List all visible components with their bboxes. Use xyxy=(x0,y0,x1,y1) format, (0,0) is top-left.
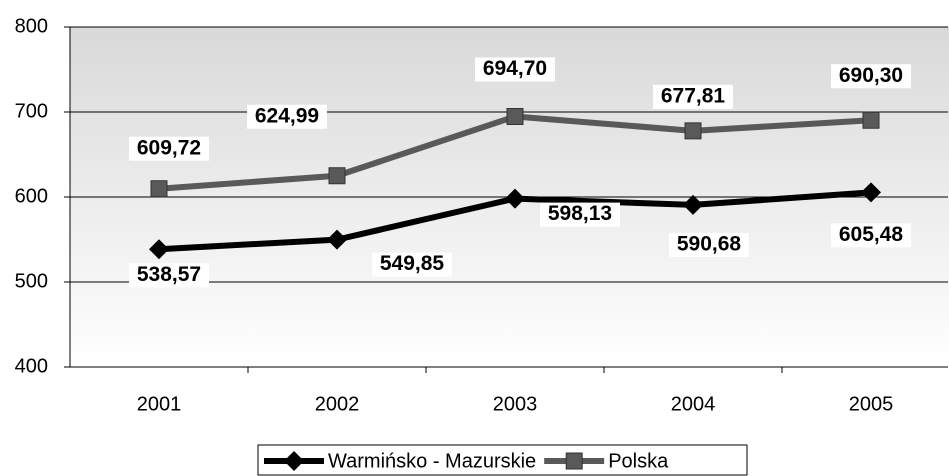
x-tick-label: 2003 xyxy=(493,393,538,415)
legend-box xyxy=(257,444,748,476)
x-tick-label: 2002 xyxy=(315,393,360,415)
y-tick-label: 400 xyxy=(15,355,48,377)
label-bg xyxy=(475,57,555,82)
marker xyxy=(327,229,347,250)
label-bg xyxy=(653,84,733,109)
label-bg xyxy=(540,202,620,227)
value-label: 598,13 xyxy=(548,202,612,225)
label-bg xyxy=(831,64,911,89)
label-bg xyxy=(129,263,209,288)
value-label: 677,81 xyxy=(661,84,726,107)
marker xyxy=(150,180,168,198)
legend-label: Polska xyxy=(608,450,669,472)
x-tick-label: 2004 xyxy=(671,393,716,415)
x-tick-label: 2005 xyxy=(849,393,894,415)
y-tick-label: 600 xyxy=(15,185,48,207)
label-bg xyxy=(247,104,327,129)
x-tick-label: 2001 xyxy=(137,393,182,415)
label-bg xyxy=(831,223,911,248)
marker xyxy=(861,182,881,203)
value-label: 609,72 xyxy=(137,136,201,159)
label-bg xyxy=(129,136,209,161)
value-label: 538,57 xyxy=(137,263,201,286)
value-label: 590,68 xyxy=(677,232,742,255)
value-label: 549,85 xyxy=(380,252,445,275)
marker xyxy=(328,167,346,185)
y-tick-label: 500 xyxy=(15,270,48,292)
value-label: 694,70 xyxy=(483,57,547,80)
marker xyxy=(149,239,169,260)
marker xyxy=(684,122,702,140)
value-label: 690,30 xyxy=(839,64,903,87)
value-label: 624,99 xyxy=(255,104,319,127)
marker xyxy=(862,111,880,129)
marker xyxy=(505,188,525,209)
marker xyxy=(683,194,703,215)
marker xyxy=(565,452,583,470)
value-label: 605,48 xyxy=(839,223,904,246)
marker xyxy=(284,451,304,471)
label-bg xyxy=(372,252,452,277)
y-tick-label: 700 xyxy=(15,100,48,122)
marker xyxy=(506,108,524,126)
legend-label: Warmińsko - Mazurskie xyxy=(328,450,536,472)
label-bg xyxy=(669,232,749,257)
y-tick-label: 800 xyxy=(15,15,48,37)
